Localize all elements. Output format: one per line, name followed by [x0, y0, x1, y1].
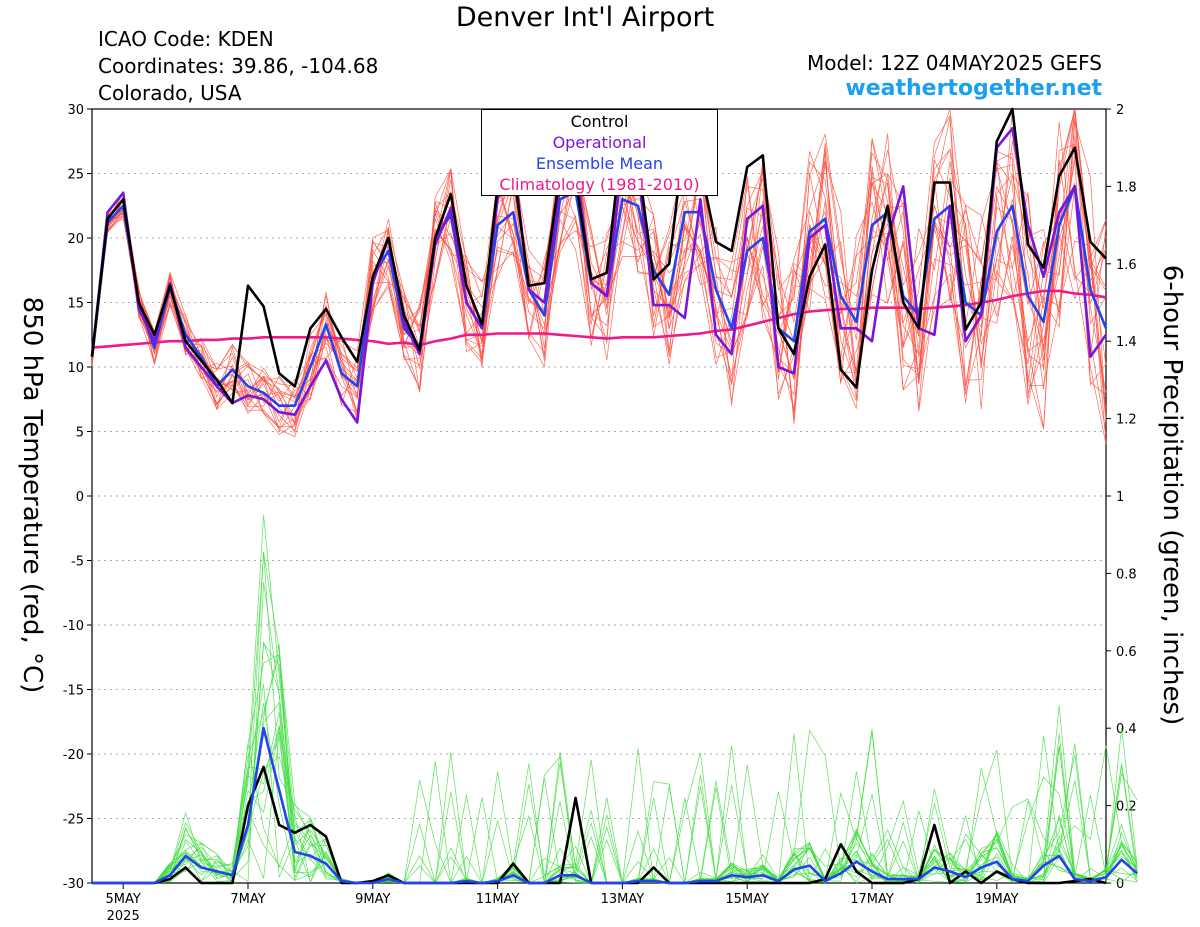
- y-left-tick-label: -5: [71, 555, 84, 570]
- x-tick-label: 19MAY: [975, 892, 1019, 907]
- temp-member-line: [91, 108, 1107, 432]
- y-left-tick-label: 0: [76, 490, 84, 505]
- legend-control: Control: [570, 112, 629, 131]
- y-right-tick-label: 0: [1116, 877, 1124, 892]
- precip-member-line: [92, 582, 1138, 884]
- y-left-tick-label: 15: [67, 297, 84, 312]
- legend-climatology: Climatology (1981-2010): [499, 175, 700, 194]
- x-tick-label: 7MAY: [230, 892, 265, 907]
- y-right-tick-label: 1: [1116, 490, 1124, 505]
- precip-ensemble-mean-line: [92, 726, 1139, 885]
- x-tick-label: 11MAY: [476, 892, 520, 907]
- model-run: Model: 12Z 04MAY2025 GEFS: [807, 51, 1102, 75]
- temp-member-line: [91, 117, 1107, 435]
- y-right-tick-label: 1.6: [1116, 258, 1137, 273]
- legend: Control Operational Ensemble Mean Climat…: [481, 109, 718, 196]
- temp-control-line: [90, 107, 1107, 405]
- y-right-tick-label: 0.2: [1116, 800, 1137, 815]
- y-right-tick-label: 1.8: [1116, 180, 1137, 195]
- temp-members-group: [91, 108, 1107, 445]
- temp-member-line: [91, 108, 1107, 424]
- y-axis-right-label: 6-hour Precipitation (green, inches): [1157, 264, 1187, 726]
- x-tick-label: 15MAY: [725, 892, 769, 907]
- y-right-tick-label: 1.4: [1116, 335, 1137, 350]
- y-right-tick-label: 1.2: [1116, 413, 1137, 428]
- y-left-tick-label: 20: [67, 232, 84, 247]
- legend-ensemble-mean: Ensemble Mean: [535, 154, 664, 173]
- legend-operational: Operational: [552, 133, 647, 152]
- y-left-tick-label: -15: [63, 684, 84, 699]
- x-tick-label: 13MAY: [601, 892, 645, 907]
- y-left-tick-label: 30: [67, 103, 84, 118]
- temp-member-line: [91, 145, 1107, 445]
- icao-code: ICAO Code: KDEN: [98, 27, 274, 51]
- location: Colorado, USA: [98, 81, 242, 105]
- precip-member-line: [92, 654, 1138, 884]
- precip-member-line: [92, 684, 1138, 884]
- y-axis-left-label: 850 hPa Temperature (red, °C): [17, 296, 47, 694]
- y-left-tick-label: -10: [63, 619, 84, 634]
- precip-member-line: [92, 642, 1138, 884]
- brand-link[interactable]: weathertogether.net: [845, 76, 1102, 101]
- x-tick-label: 5MAY: [106, 892, 141, 907]
- temp-operational-line: [90, 127, 1108, 424]
- precip-members-group: [92, 514, 1138, 885]
- y-right-tick-label: 0.8: [1116, 567, 1137, 582]
- temp-member-line: [91, 121, 1107, 438]
- temp-member-line: [91, 137, 1107, 426]
- temp-member-line: [91, 117, 1107, 404]
- y-left-tick-label: 10: [67, 361, 84, 376]
- coordinates: Coordinates: 39.86, -104.68: [98, 54, 379, 78]
- y-left-tick-label: -20: [63, 748, 84, 763]
- y-left-tick-label: 5: [76, 426, 84, 441]
- x-tick-label: 9MAY: [355, 892, 390, 907]
- temp-member-line: [91, 145, 1107, 421]
- y-left-tick-label: 25: [67, 168, 84, 183]
- chart-title: Denver Int'l Airport: [455, 2, 715, 33]
- x-tick-sublabel: 2025: [107, 909, 140, 924]
- y-left-tick-label: -30: [63, 877, 84, 892]
- x-tick-label: 17MAY: [850, 892, 894, 907]
- y-right-tick-label: 0.4: [1116, 722, 1137, 737]
- temp-member-line: [91, 142, 1107, 428]
- y-right-tick-label: 2: [1116, 103, 1124, 118]
- temp-member-line: [91, 114, 1107, 423]
- y-left-tick-label: -25: [63, 813, 84, 828]
- y-right-tick-label: 0.6: [1116, 645, 1137, 660]
